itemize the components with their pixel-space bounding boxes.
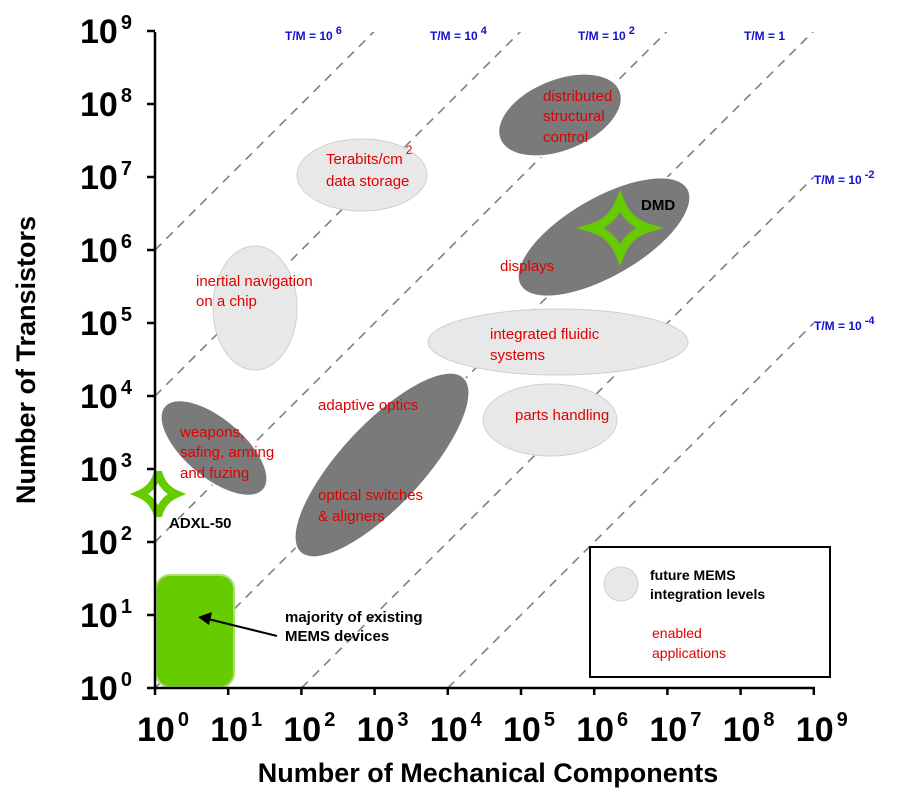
legend: future MEMS integration levels enabled a… (589, 546, 831, 678)
label-existing-2: MEMS devices (285, 628, 389, 645)
y-tick-label-9: 10 9 (80, 12, 132, 51)
y-axis-title: Number of Transistors (11, 216, 41, 504)
label-data-storage-2: data storage (326, 173, 409, 190)
x-tick-label-2: 10 2 (283, 709, 335, 749)
label-fluidic-2: systems (490, 347, 545, 364)
existing-arrow (198, 612, 278, 637)
ratio-line-5 (447, 322, 815, 687)
label-adxl: ADXL-50 (169, 515, 232, 532)
region-distributed-control (497, 72, 623, 158)
label-inertial-2: on a chip (196, 293, 257, 310)
label-weapons-3: and fuzing (180, 465, 249, 482)
label-fluidic-1: integrated fluidic (490, 326, 600, 343)
y-tick-label-1: 10 1 (80, 596, 132, 635)
label-displays: displays (500, 258, 554, 275)
label-distributed-3: control (543, 129, 588, 146)
y-tick-label-6: 10 6 (80, 231, 132, 270)
label-weapons-2: safing, arming (180, 444, 274, 461)
label-dmd: DMD (641, 197, 675, 214)
ratio-label-1: T/M = 10 4 (430, 25, 488, 43)
label-adaptive-optics: adaptive optics (318, 397, 418, 414)
legend-future-2: integration levels (650, 586, 765, 602)
ratio-line-0 (155, 32, 375, 251)
region-weapons (159, 399, 269, 497)
ratio-label-0: T/M = 10 6 (285, 25, 342, 43)
y-tick-label-4: 10 4 (80, 377, 133, 416)
label-optical-switches: optical switches (318, 487, 423, 504)
ratio-label-4: T/M = 10 -2 (814, 169, 874, 187)
ratio-label-3: T/M = 1 (744, 29, 785, 43)
legend-box (589, 546, 831, 678)
axes (153, 32, 815, 690)
enabled-regions (159, 72, 692, 559)
future-regions (212, 138, 689, 457)
label-parts-handling: parts handling (515, 407, 609, 424)
ratio-labels: T/M = 10 6 T/M = 10 4 T/M = 10 2 T/M = 1 T/M = … (285, 25, 875, 333)
region-optical (293, 371, 471, 559)
legend-enabled-1: enabled (652, 625, 702, 641)
label-aligners: & aligners (318, 508, 385, 525)
y-tick-label-8: 10 8 (80, 85, 132, 124)
label-existing-1: majority of existing (285, 609, 423, 626)
ratio-label-2: T/M = 10 2 (578, 25, 635, 43)
region-inertial-navigation (212, 245, 298, 371)
existing-mems-block (155, 574, 235, 688)
region-labels: Terabits/cm2 data storage inertial navig… (179, 88, 612, 525)
region-integrated-fluidic (427, 308, 689, 376)
label-distributed-1: distributed (543, 88, 612, 105)
label-distributed-2: structural (543, 108, 605, 125)
y-tick-label-3: 10 3 (80, 450, 132, 489)
legend-enabled-2: applications (652, 645, 726, 661)
y-tick-label-0: 10 0 (80, 669, 132, 708)
y-tick-label-5: 10 5 (80, 304, 132, 343)
y-tick-label-2: 10 2 (80, 523, 132, 562)
adxl-marker (129, 470, 187, 518)
label-inertial-1: inertial navigation (196, 273, 313, 290)
label-weapons-1: weapons, (179, 424, 244, 441)
ratio-line-4 (301, 176, 815, 687)
x-tick-label-8: 10 8 (723, 709, 775, 749)
x-axis-title: Number of Mechanical Components (258, 758, 719, 788)
ratio-line-1 (155, 32, 522, 397)
region-data-storage (296, 138, 428, 212)
region-parts-handling (482, 383, 618, 457)
tick-marks (147, 29, 816, 695)
x-tick-label-6: 10 6 (576, 709, 628, 749)
label-data-storage: Terabits/cm2 (326, 143, 413, 168)
legend-future-1: future MEMS (650, 567, 736, 583)
x-tick-label-1: 10 1 (210, 709, 262, 749)
x-tick-label-0: 10 0 (137, 709, 189, 749)
y-tick-label-7: 10 7 (80, 158, 132, 197)
dmd-marker (576, 189, 664, 267)
legend-future-swatch (603, 566, 639, 602)
ratio-label-5: T/M = 10 -4 (814, 315, 875, 333)
x-tick-label-9: 10 9 (796, 709, 848, 749)
x-tick-label-3: 10 3 (357, 709, 409, 749)
x-tick-label-5: 10 5 (503, 709, 555, 749)
x-tick-labels: 10 0 10 1 10 2 10 3 10 4 10 5 10 6 10 7 10 8 10 9 (137, 709, 848, 749)
x-tick-label-4: 10 4 (430, 709, 483, 749)
x-tick-label-7: 10 7 (649, 709, 701, 749)
